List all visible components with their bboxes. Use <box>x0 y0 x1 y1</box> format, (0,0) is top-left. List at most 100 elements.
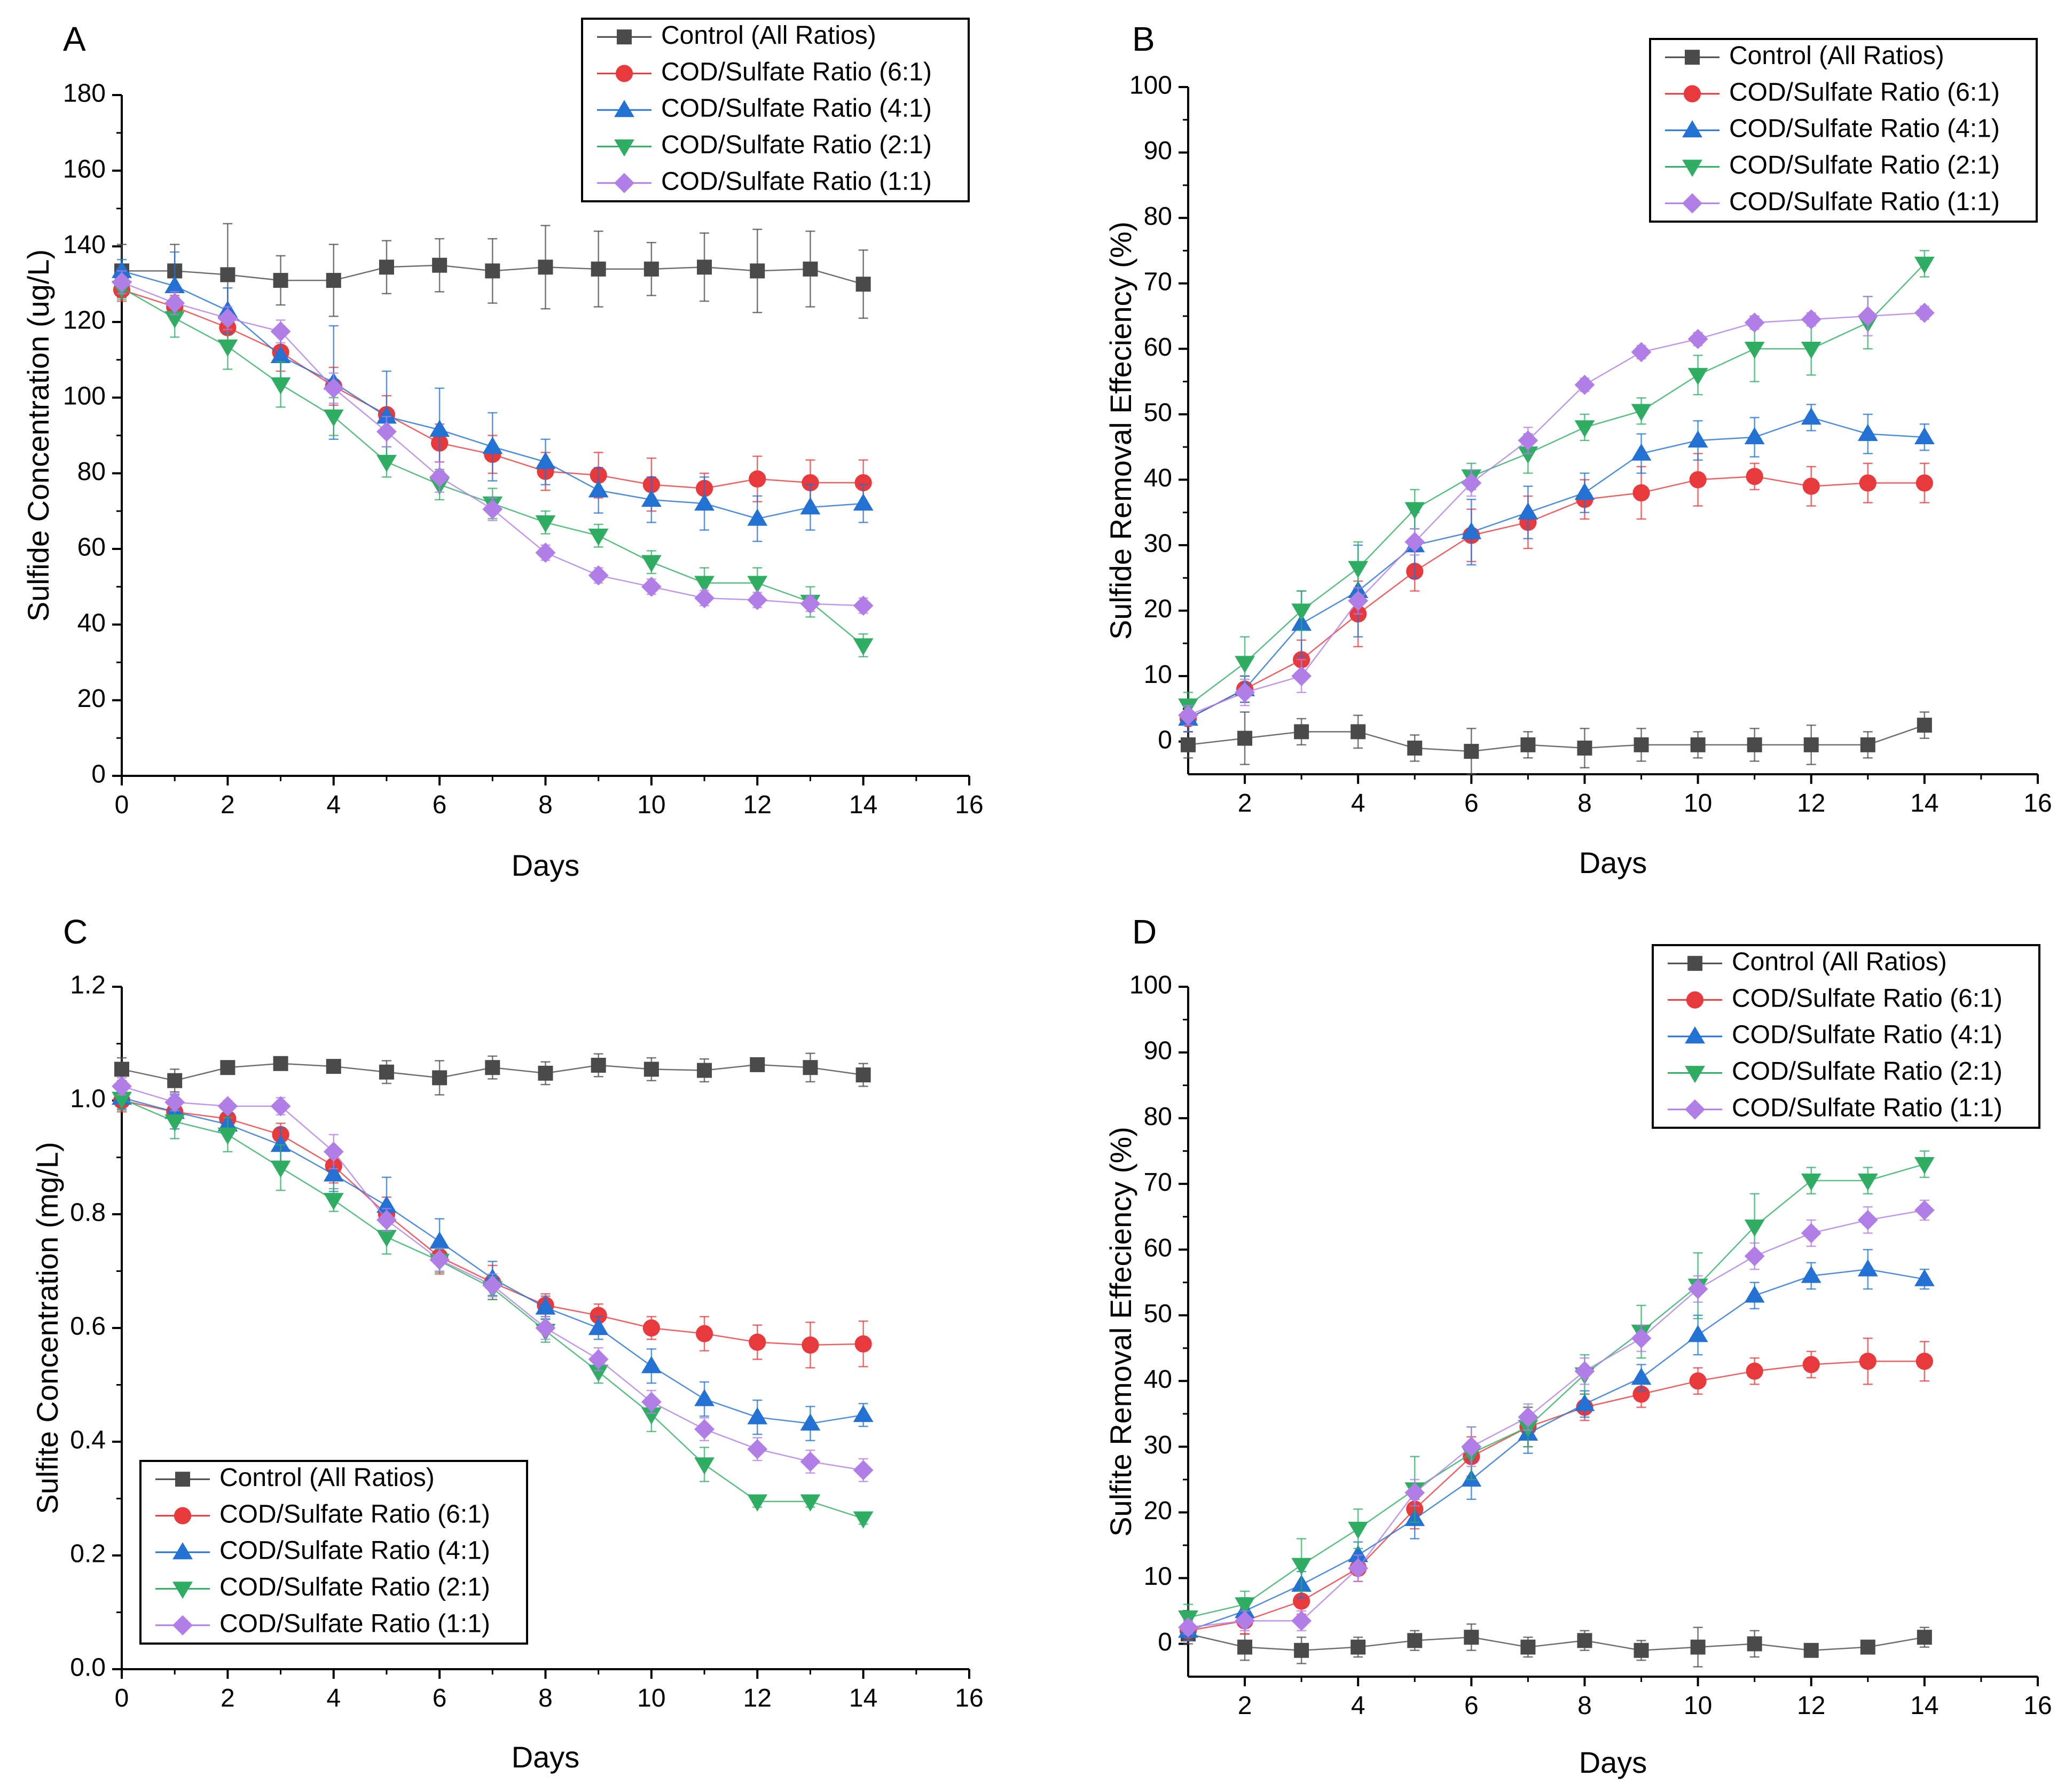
data-point <box>535 1297 556 1315</box>
data-point <box>1577 740 1592 756</box>
x-tick-label: 10 <box>637 791 665 819</box>
y-tick-label: 70 <box>1144 268 1172 296</box>
data-point <box>1631 1328 1652 1349</box>
data-point <box>694 1457 714 1475</box>
legend: Control (All Ratios) COD/Sulfate Ratio (6… <box>139 1460 528 1645</box>
data-point <box>1744 1246 1765 1267</box>
data-point <box>803 1060 818 1075</box>
y-tick-label: 60 <box>1144 333 1172 361</box>
data-point <box>164 311 185 328</box>
legend-item-cod-sulfate-ratio-6-1: COD/Sulfate Ratio (6:1) <box>155 1500 490 1528</box>
data-point <box>1518 502 1538 520</box>
data-point <box>694 1389 714 1406</box>
data-point <box>482 499 503 520</box>
panel-letter: D <box>1132 913 1157 951</box>
legend-item-cod-sulfate-ratio-1-1: COD/Sulfate Ratio (1:1) <box>1665 187 2000 216</box>
y-axis-title: Sulfite Concentration (mg/L) <box>30 1142 64 1514</box>
data-point <box>167 1073 183 1088</box>
x-tick-label: 4 <box>326 791 341 819</box>
data-point <box>1407 1633 1423 1648</box>
data-point <box>112 1076 132 1097</box>
data-point <box>538 260 553 275</box>
data-point <box>535 515 556 533</box>
legend-label: COD/Sulfate Ratio (6:1) <box>1729 78 2000 106</box>
data-point <box>1744 312 1765 333</box>
data-point <box>588 480 609 498</box>
legend-label: Control (All Ratios) <box>661 21 876 50</box>
data-point <box>220 267 235 282</box>
data-point <box>588 1349 609 1370</box>
data-point <box>1632 484 1650 502</box>
x-tick-label: 16 <box>955 1684 983 1712</box>
data-point <box>1574 374 1595 395</box>
x-axis-title: Days <box>1579 1746 1647 1779</box>
chart-panel-c: C 0.0 0.2 0.4 0.6 0.8 1.0 1.2 0 2 4 6 8 10 12 14 16 Days S… <box>30 913 984 1774</box>
legend: Control (All Ratios) COD/Sulfate Ratio (6… <box>581 18 970 202</box>
legend-item-cod-sulfate-ratio-4-1: COD/Sulfate Ratio (4:1) <box>597 95 932 123</box>
data-point <box>1348 1558 1369 1578</box>
legend-marker <box>614 100 634 117</box>
data-point <box>270 1096 291 1117</box>
legend-marker <box>1682 160 1702 177</box>
data-point <box>1178 705 1198 726</box>
y-axis-title: Sulfide Removal Effeciency (%) <box>1104 222 1137 640</box>
data-point <box>853 493 874 511</box>
legend-label: Control (All Ratios) <box>219 1464 435 1492</box>
data-point <box>1574 1394 1595 1411</box>
x-tick-label: 16 <box>2023 1692 2052 1720</box>
data-point <box>1744 342 1765 359</box>
data-point <box>1178 1617 1198 1638</box>
data-point <box>750 263 765 279</box>
data-point <box>803 261 818 277</box>
data-point <box>1577 1633 1592 1648</box>
legend-label: COD/Sulfate Ratio (4:1) <box>1732 1021 2003 1049</box>
data-point <box>1690 1639 1706 1655</box>
data-point <box>591 261 606 277</box>
legend-item-cod-sulfate-ratio-4-1: COD/Sulfate Ratio (4:1) <box>1668 1021 2003 1049</box>
data-point <box>1747 737 1762 752</box>
data-point <box>1407 740 1423 756</box>
data-point <box>1803 737 1819 752</box>
data-point <box>641 1392 662 1412</box>
data-point <box>1351 724 1366 740</box>
data-point <box>1744 1219 1765 1237</box>
x-axis-title: Days <box>1579 846 1647 879</box>
legend-label: COD/Sulfate Ratio (1:1) <box>1732 1094 2003 1122</box>
x-axis-title: Days <box>512 848 580 882</box>
data-point <box>855 1067 871 1083</box>
data-point <box>853 595 874 616</box>
data-point <box>1914 1157 1935 1175</box>
x-tick-label: 14 <box>849 791 877 819</box>
legend-item-cod-sulfate-ratio-4-1: COD/Sulfate Ratio (4:1) <box>1665 115 2000 143</box>
data-point <box>1687 1279 1708 1299</box>
data-point <box>323 409 344 427</box>
series-line <box>1188 1268 1925 1632</box>
x-tick-label: 4 <box>1351 789 1365 818</box>
data-point <box>1348 1545 1369 1562</box>
legend-marker <box>175 1472 190 1487</box>
series-control-all-ratios <box>1181 711 1932 775</box>
data-point <box>376 406 397 424</box>
chart-panel-a: A 0 20 40 60 80 100 120 140 160 180 0 2 4 6 8 10 12 14 16 Da… <box>21 18 984 882</box>
legend-item-control-all-ratios: Control (All Ratios) <box>1665 42 1944 70</box>
data-point <box>800 1494 821 1512</box>
data-point <box>1687 430 1708 448</box>
data-point <box>747 1494 768 1512</box>
data-point <box>800 497 821 515</box>
series-cod-sulfate-ratio-1-1 <box>112 270 874 616</box>
legend-label: COD/Sulfate Ratio (2:1) <box>1729 151 2000 179</box>
data-point <box>1348 1521 1369 1539</box>
data-point <box>1801 407 1821 425</box>
data-point <box>1801 1223 1821 1244</box>
legend-label: COD/Sulfate Ratio (4:1) <box>661 95 932 123</box>
y-tick-label: 160 <box>63 155 106 183</box>
x-tick-label: 2 <box>221 1684 235 1712</box>
data-point <box>1857 1173 1878 1191</box>
data-point <box>270 377 291 395</box>
legend-item-cod-sulfate-ratio-4-1: COD/Sulfate Ratio (4:1) <box>155 1537 490 1565</box>
x-tick-label: 10 <box>1684 789 1712 818</box>
data-point <box>588 528 609 546</box>
data-point <box>485 263 500 279</box>
series-cod-sulfate-ratio-6-1 <box>1179 1338 1933 1641</box>
